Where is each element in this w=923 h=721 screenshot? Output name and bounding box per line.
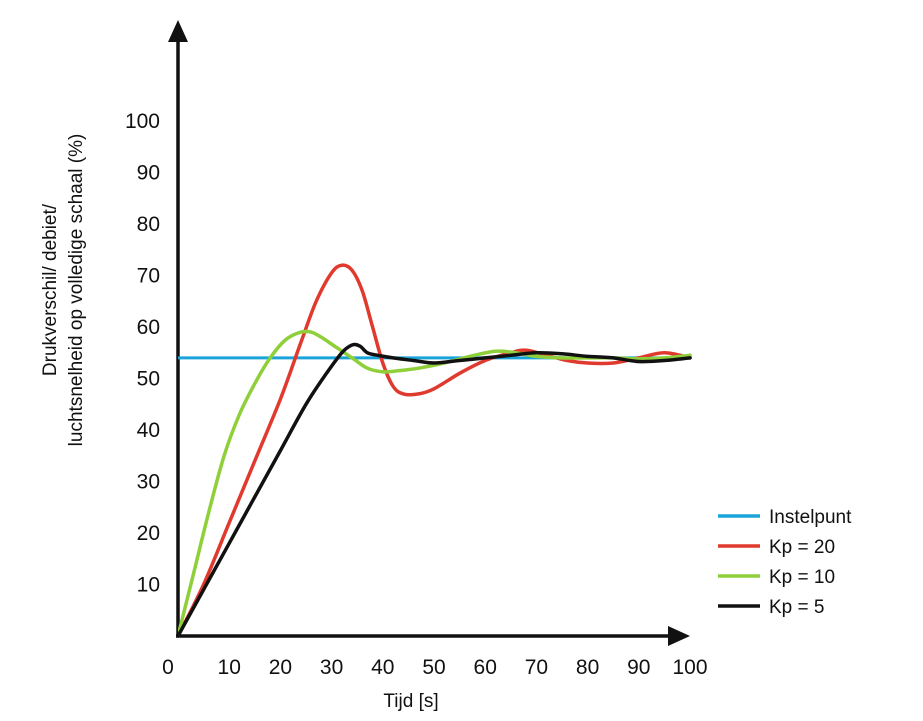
series-line-kp-1 (178, 263, 692, 638)
y-tick-labels: 10 20 30 40 50 60 70 80 90 100 (125, 110, 160, 597)
y-axis-arrow-icon (168, 20, 188, 42)
x-tick-label: 60 (474, 656, 497, 679)
y-tick-label: 10 (137, 574, 160, 597)
y-tick-label: 40 (137, 419, 160, 442)
x-tick-label: 50 (422, 656, 445, 679)
y-tick-label: 20 (137, 522, 160, 545)
y-axis-title-line-1: Drukverschil/ debiet/ (40, 203, 61, 376)
x-tick-label: 30 (320, 656, 343, 679)
x-axis-title: Tijd [s] (383, 691, 438, 712)
x-axis-arrow-icon (668, 626, 690, 646)
y-tick-label: 60 (137, 316, 160, 339)
x-tick-label: 20 (269, 656, 292, 679)
series-line-kp-3 (178, 342, 692, 638)
y-tick-label: 50 (137, 368, 160, 391)
legend-label: Instelpunt (769, 507, 852, 528)
x-tick-label: 10 (218, 656, 241, 679)
y-tick-label: 30 (137, 471, 160, 494)
x-tick-label: 0 (162, 656, 174, 679)
y-axis-title-line-2: luchtsnelheid op volledige schaal (%) (66, 134, 87, 447)
x-tick-label: 80 (576, 656, 599, 679)
y-tick-label: 70 (137, 265, 160, 288)
x-tick-label: 100 (672, 656, 707, 679)
x-tick-labels: 0 10 20 30 40 50 60 70 80 90 100 (162, 656, 707, 679)
x-tick-label: 90 (627, 656, 650, 679)
y-tick-label: 100 (125, 110, 160, 133)
legend: Instelpunt Kp = 20 Kp = 10 Kp = 5 (718, 507, 852, 618)
series-lines (178, 263, 692, 638)
y-tick-label: 80 (137, 213, 160, 236)
y-tick-label: 90 (137, 162, 160, 185)
legend-label: Kp = 20 (769, 537, 835, 558)
series-line-kp-2 (178, 329, 692, 638)
legend-label: Kp = 10 (769, 567, 835, 588)
x-tick-label: 40 (371, 656, 394, 679)
x-tick-label: 70 (525, 656, 548, 679)
legend-label: Kp = 5 (769, 597, 824, 618)
